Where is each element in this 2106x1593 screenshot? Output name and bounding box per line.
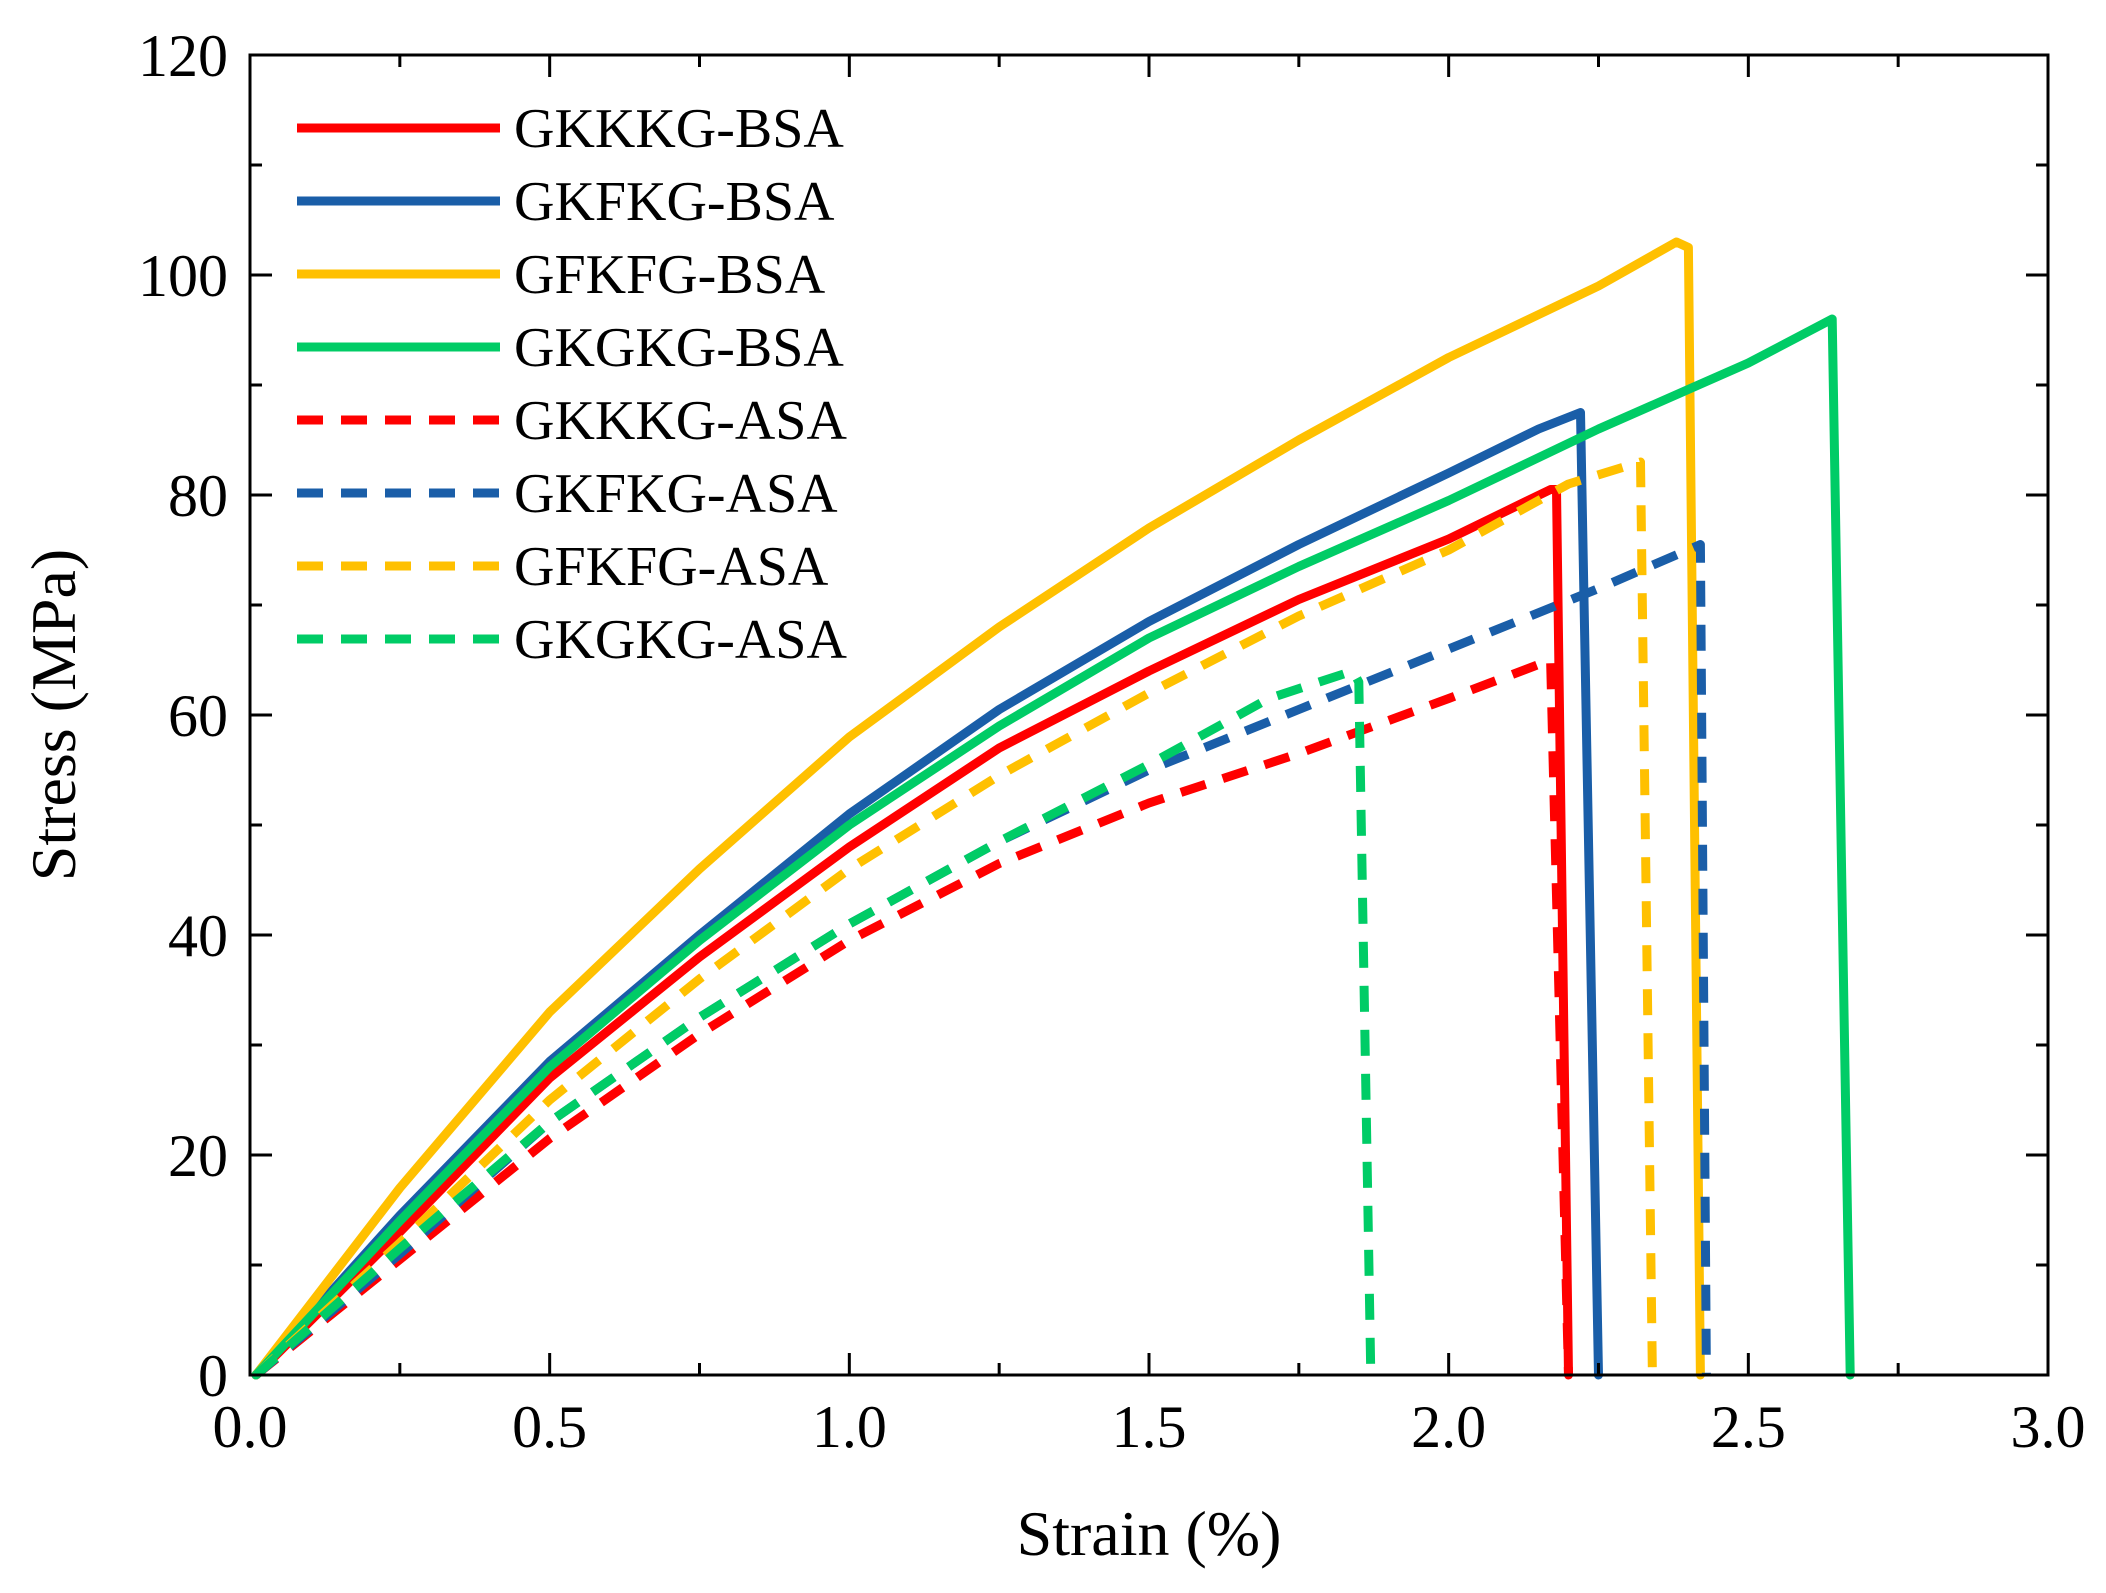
y-tick-label: 80	[168, 463, 228, 529]
series-line-gkgkg-asa	[253, 666, 1376, 1379]
y-tick-label: 0	[198, 1343, 228, 1409]
series-line-gkkkg-bsa	[251, 485, 1573, 1380]
x-tick-label: 3.0	[2011, 1394, 2086, 1460]
series-layer	[251, 237, 1855, 1380]
x-tick-label: 2.0	[1411, 1394, 1486, 1460]
y-tick-label: 20	[168, 1123, 228, 1189]
legend-label: GKKKG-BSA	[514, 98, 844, 160]
series-line-gfkfg-bsa	[251, 237, 1705, 1380]
x-tick-label: 2.5	[1711, 1394, 1786, 1460]
legend-label: GKGKG-ASA	[514, 609, 847, 671]
legend-label: GKFKG-ASA	[514, 463, 838, 525]
legend-label: GFKFG-BSA	[514, 244, 826, 306]
series-line-gkgkg-bsa	[251, 314, 1855, 1380]
y-axis-title: Stress (MPa)	[18, 549, 89, 881]
y-tick-label: 40	[168, 903, 228, 969]
legend-label: GKKKG-ASA	[514, 390, 847, 452]
series-line-gkfkg-asa	[253, 540, 1711, 1379]
x-axis-title: Strain (%)	[1017, 1498, 1282, 1569]
x-tick-label: 0.5	[512, 1394, 587, 1460]
legend-label: GKFKG-BSA	[514, 171, 835, 233]
series-line-gfkfg-asa	[252, 457, 1657, 1379]
series-line-gkkkg-asa	[253, 655, 1573, 1379]
y-tick-label: 120	[138, 23, 228, 89]
y-tick-label: 100	[138, 243, 228, 309]
x-tick-label: 1.0	[812, 1394, 887, 1460]
y-tick-label: 60	[168, 683, 228, 749]
ticks-layer: 0.0 0.5 1.0 1.5 2.0 2.5 3.0 0 20 40 60 80 100 120	[138, 23, 2086, 1460]
x-tick-label: 0.0	[213, 1394, 288, 1460]
legend: GKKKG-BSA GKFKG-BSA GFKFG-BSA GKGKG-BSA GKKK…	[297, 98, 847, 671]
legend-label: GKGKG-BSA	[514, 317, 844, 379]
legend-label: GFKFG-ASA	[514, 536, 829, 598]
x-tick-label: 1.5	[1112, 1394, 1187, 1460]
